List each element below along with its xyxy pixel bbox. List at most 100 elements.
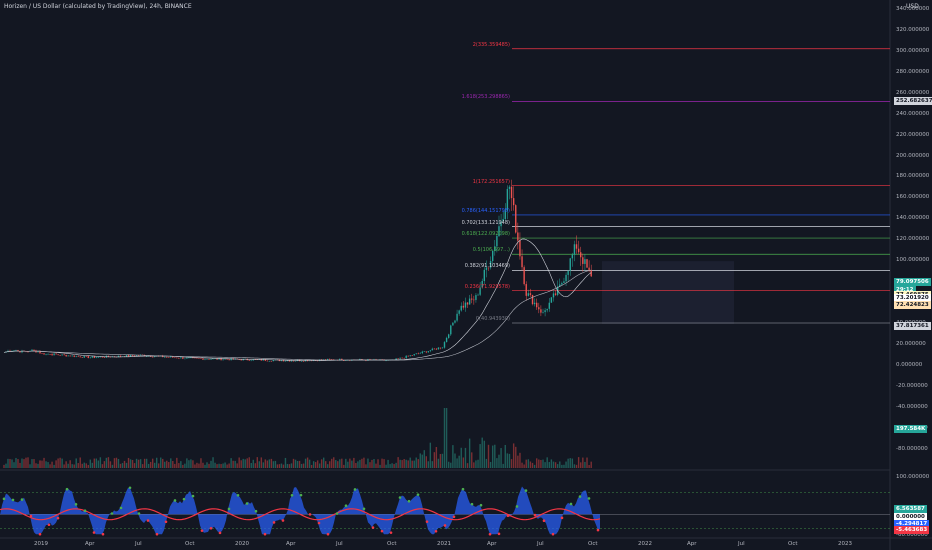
oscillator-dot	[353, 488, 357, 491]
time-axis-tick: Oct	[788, 541, 798, 547]
volume-bar	[37, 463, 39, 468]
candle-body	[529, 293, 532, 295]
volume-bar	[19, 462, 21, 468]
volume-bar	[582, 457, 584, 468]
candle-body	[238, 359, 240, 360]
volume-bar	[186, 458, 188, 468]
candle-body	[523, 267, 525, 285]
candle-body	[565, 274, 567, 282]
oscillator-dot	[236, 493, 240, 497]
volume-bar	[284, 457, 287, 468]
volume-bar	[421, 454, 423, 468]
candle-body	[483, 269, 486, 281]
candle-body	[327, 358, 329, 361]
volume-bar	[433, 452, 436, 468]
candle-body	[525, 284, 527, 296]
volume-bar	[218, 463, 220, 468]
time-axis-tick: Apr	[85, 541, 95, 547]
volume-bar	[166, 460, 168, 468]
volume-bar	[9, 458, 11, 468]
volume-bar	[492, 445, 494, 468]
oscillator-dot	[137, 512, 141, 515]
candle-body	[588, 267, 590, 271]
price-axis-tick: 120.000000	[896, 236, 930, 243]
oscillator-dot	[227, 507, 231, 511]
price-axis-tick: 260.000000	[896, 89, 930, 96]
volume-bar	[5, 463, 7, 468]
volume-bar	[483, 440, 486, 468]
volume-bar	[544, 462, 546, 468]
volume-bar	[413, 460, 415, 468]
volume-bar	[333, 457, 335, 468]
candle-body	[413, 354, 415, 356]
volume-bar	[584, 461, 586, 468]
candle-body	[135, 355, 138, 357]
volume-bar	[363, 457, 365, 468]
volume-bar	[79, 457, 81, 468]
volume-bar	[443, 408, 446, 468]
candle-body	[51, 354, 53, 356]
volume-bar	[184, 463, 186, 468]
candle-body	[421, 351, 423, 354]
candle-body	[7, 350, 9, 352]
candle-body	[149, 355, 152, 357]
time-axis-tick: Jul	[738, 541, 745, 547]
volume-bar	[559, 461, 561, 468]
volume-bar	[212, 457, 214, 468]
candle-body	[101, 356, 104, 358]
candle-body	[341, 358, 343, 361]
price-badge: 73.201920	[894, 294, 931, 303]
candle-body	[477, 294, 479, 296]
volume-bar	[327, 464, 329, 468]
candle-body	[504, 210, 506, 219]
candle-body	[178, 358, 180, 359]
candle-body	[443, 342, 446, 348]
fib-label: 0.618(122.092098)	[461, 231, 510, 238]
volume-bar	[61, 458, 63, 468]
oscillator-dot	[569, 502, 573, 506]
time-axis-tick: Oct	[387, 541, 397, 547]
candle-body	[502, 218, 504, 222]
volume-bar	[296, 461, 299, 468]
time-axis-tick: 2023	[838, 541, 852, 547]
volume-bar	[254, 463, 256, 468]
volume-bar	[519, 452, 521, 468]
volume-bar	[292, 458, 295, 468]
candle-body	[212, 358, 214, 360]
oscillator-dot	[416, 493, 420, 496]
volume-bar	[445, 408, 448, 468]
candle-body	[294, 360, 297, 362]
candle-body	[131, 354, 134, 356]
volume-bar	[236, 463, 238, 468]
candle-body	[170, 356, 172, 358]
volume-bar	[441, 453, 444, 468]
candle-body	[494, 246, 496, 251]
volume-bar	[272, 461, 275, 468]
candle-body	[559, 284, 561, 287]
indicator-axis-tick: -60.000000	[896, 532, 928, 538]
oscillator-dot	[191, 494, 195, 498]
candle-body	[188, 357, 190, 359]
candle-body	[55, 353, 57, 355]
oscillator-dot	[218, 531, 222, 535]
price-axis-tick: 320.000000	[896, 26, 930, 33]
candle-body	[31, 349, 33, 351]
candle-body	[292, 360, 295, 362]
candle-body	[498, 226, 500, 237]
volume-bar	[151, 458, 154, 468]
candle-body	[81, 357, 83, 358]
candle-body	[452, 322, 454, 326]
volume-bar	[423, 450, 425, 468]
candle-body	[59, 354, 61, 356]
oscillator-dot	[65, 487, 69, 491]
indicator-badge: 6.563587	[894, 504, 927, 513]
volume-bar	[431, 461, 434, 468]
volume-bar	[67, 463, 69, 468]
oscillator-dot	[38, 532, 42, 536]
price-badge: 197.584K	[894, 424, 928, 433]
candle-body	[49, 354, 51, 355]
oscillator-dot	[146, 519, 150, 522]
candle-body	[63, 354, 65, 356]
volume-bar	[200, 458, 202, 468]
